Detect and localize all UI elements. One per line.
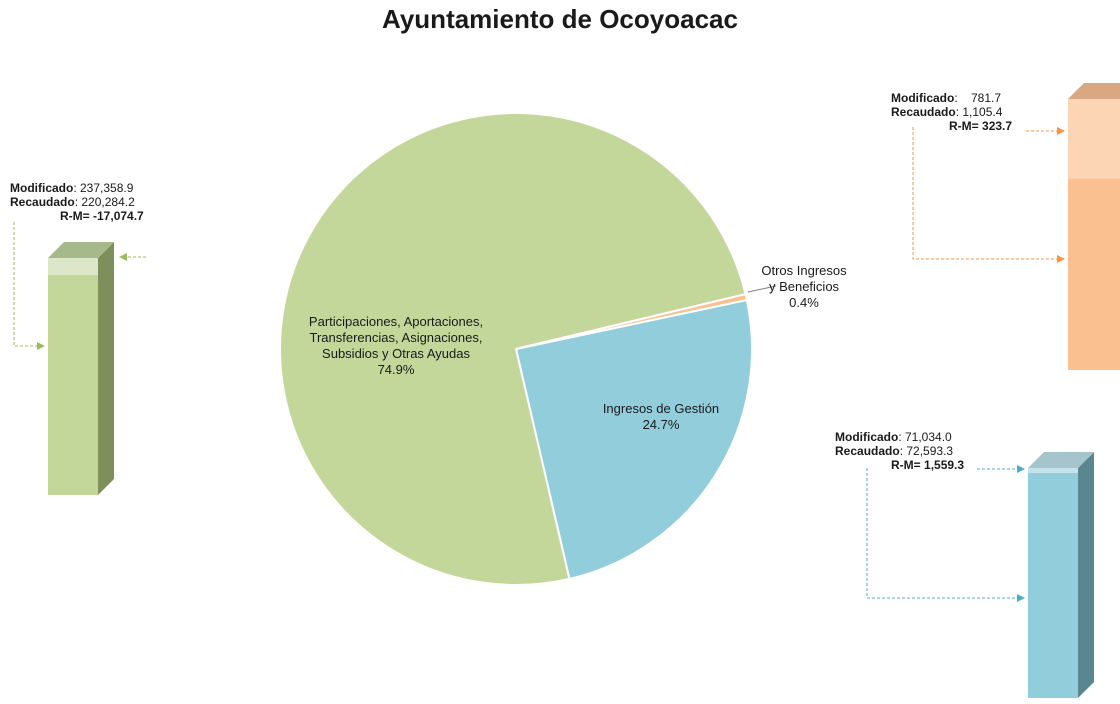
- modificado-label: Modificado: [835, 430, 899, 444]
- recaudado-label: Recaudado: [835, 444, 900, 458]
- rm-label: R-M=: [60, 209, 90, 223]
- rm-value: 323.7: [982, 119, 1013, 133]
- column-difference: [1068, 99, 1120, 179]
- bar-info-ingresos-gestion: Modificado: 71,034.0 Recaudado: 72,593.3…: [835, 430, 965, 472]
- slice-label-participaciones: Participaciones, Aportaciones, Transferen…: [309, 314, 483, 377]
- modificado-value: 71,034.0: [905, 430, 952, 444]
- bar-info-participaciones: Modificado: 237,358.9 Recaudado: 220,284…: [10, 181, 144, 223]
- chart-title: Ayuntamiento de Ocoyoacac: [382, 4, 738, 34]
- column-participaciones: [48, 242, 114, 495]
- slice-participaciones: [279, 112, 747, 586]
- recaudado-value: 72,593.3: [906, 444, 954, 458]
- pie-chart: [279, 112, 777, 586]
- column-main: [1068, 178, 1120, 370]
- column-top: [1028, 452, 1094, 468]
- bar-columns: [48, 83, 1120, 698]
- arrow-modificado: [866, 468, 1025, 602]
- column-side: [98, 242, 114, 495]
- slice-otros-ingresos: [515, 292, 749, 350]
- column-top: [1068, 83, 1120, 99]
- slice-label-otros-ingresos: Otros Ingresos y Beneficios 0.4%: [761, 263, 847, 310]
- modificado-label: Modificado: [891, 91, 955, 105]
- column-ingresos-gestion: [1028, 452, 1094, 698]
- rm-value: 1,559.3: [924, 458, 965, 472]
- column-main: [48, 275, 98, 495]
- leader-line: [747, 285, 777, 293]
- recaudado-value: 1,105.4: [962, 105, 1003, 119]
- arrow-modificado: [13, 222, 45, 350]
- connector-lines: [13, 127, 1065, 602]
- bar-info-otros-ingresos: Modificado: 781.7 Recaudado: 1,105.4 R-M…: [891, 91, 1013, 133]
- column-main: [1028, 472, 1078, 698]
- modificado-label: Modificado: [10, 181, 74, 195]
- recaudado-label: Recaudado: [10, 195, 75, 209]
- recaudado-label: Recaudado: [891, 105, 956, 119]
- column-difference: [1028, 468, 1078, 473]
- modificado-value: 781.7: [971, 91, 1002, 105]
- rm-label: R-M=: [949, 119, 979, 133]
- column-difference: [48, 258, 98, 276]
- slice-label-ingresos-gestion: Ingresos de Gestión 24.7%: [603, 401, 719, 432]
- slice-ingresos-gestion: [514, 298, 753, 581]
- recaudado-value: 220,284.2: [81, 195, 135, 209]
- arrow-modificado: [912, 127, 1065, 263]
- column-top: [48, 242, 114, 258]
- rm-value: -17,074.7: [93, 209, 144, 223]
- column-side: [1078, 452, 1094, 698]
- modificado-value: 237,358.9: [80, 181, 134, 195]
- rm-label: R-M=: [891, 458, 921, 472]
- column-otros-ingresos: [1068, 83, 1120, 370]
